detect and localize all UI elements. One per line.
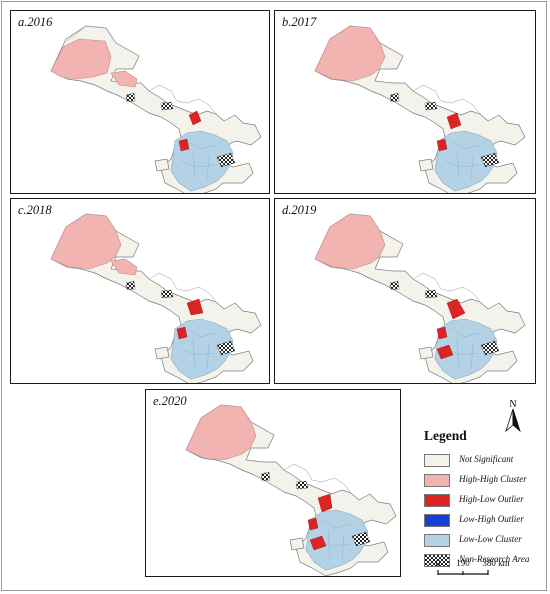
- legend-label: High-Low Outlier: [459, 494, 524, 504]
- map-panel-2020: e.2020: [145, 389, 401, 577]
- map-2017: [314, 25, 526, 193]
- map-2018: [50, 213, 262, 383]
- legend-swatch: [424, 494, 450, 507]
- legend-title: Legend: [424, 428, 467, 443]
- legend-swatch: [424, 514, 450, 527]
- legend-swatch: [424, 474, 450, 487]
- legend-label: High-High Cluster: [459, 474, 527, 484]
- map-panel-2018: c.2018: [10, 198, 270, 384]
- map-panel-2016: a.2016: [10, 10, 270, 194]
- panel-label: c.2018: [18, 203, 52, 217]
- north-arrow-icon: N: [505, 399, 521, 433]
- legend-item-not-significant: Not Significant: [424, 454, 549, 468]
- legend-item-low-high: Low-High Outlier: [424, 514, 549, 528]
- panel-label: d.2019: [282, 203, 317, 217]
- panel-label: e.2020: [153, 394, 187, 408]
- scale-bar: 0 190 380 km: [432, 556, 542, 582]
- north-arrow: N: [503, 397, 523, 435]
- north-label: N: [509, 399, 516, 410]
- scale-tick-label: 190: [456, 558, 470, 568]
- map-2019: [314, 213, 526, 383]
- map-panel-2019: d.2019: [274, 198, 536, 384]
- map-2020: [185, 404, 397, 576]
- legend-item-high-high: High-High Cluster: [424, 474, 549, 488]
- panel-label: a.2016: [18, 15, 53, 29]
- legend: Legend Not Significant High-High Cluster…: [412, 428, 542, 588]
- legend-label: Low-High Outlier: [459, 514, 524, 524]
- scale-tick-label: 0: [436, 558, 441, 568]
- legend-swatch: [424, 454, 450, 467]
- legend-item-high-low: High-Low Outlier: [424, 494, 549, 508]
- legend-label: Not Significant: [459, 454, 514, 464]
- scale-tick-label: 380 km: [482, 558, 509, 568]
- legend-swatch-checker: [424, 554, 450, 567]
- legend-item-low-low: Low-Low Cluster: [424, 534, 549, 548]
- legend-label: Non-Research Area: [459, 554, 530, 564]
- legend-swatch: [424, 534, 450, 547]
- legend-label: Low-Low Cluster: [459, 534, 522, 544]
- map-2016: [50, 25, 262, 193]
- map-panel-2017: b.2017: [274, 10, 536, 194]
- legend-item-non-research: Non-Research Area: [424, 554, 549, 568]
- panel-label: b.2017: [282, 15, 317, 29]
